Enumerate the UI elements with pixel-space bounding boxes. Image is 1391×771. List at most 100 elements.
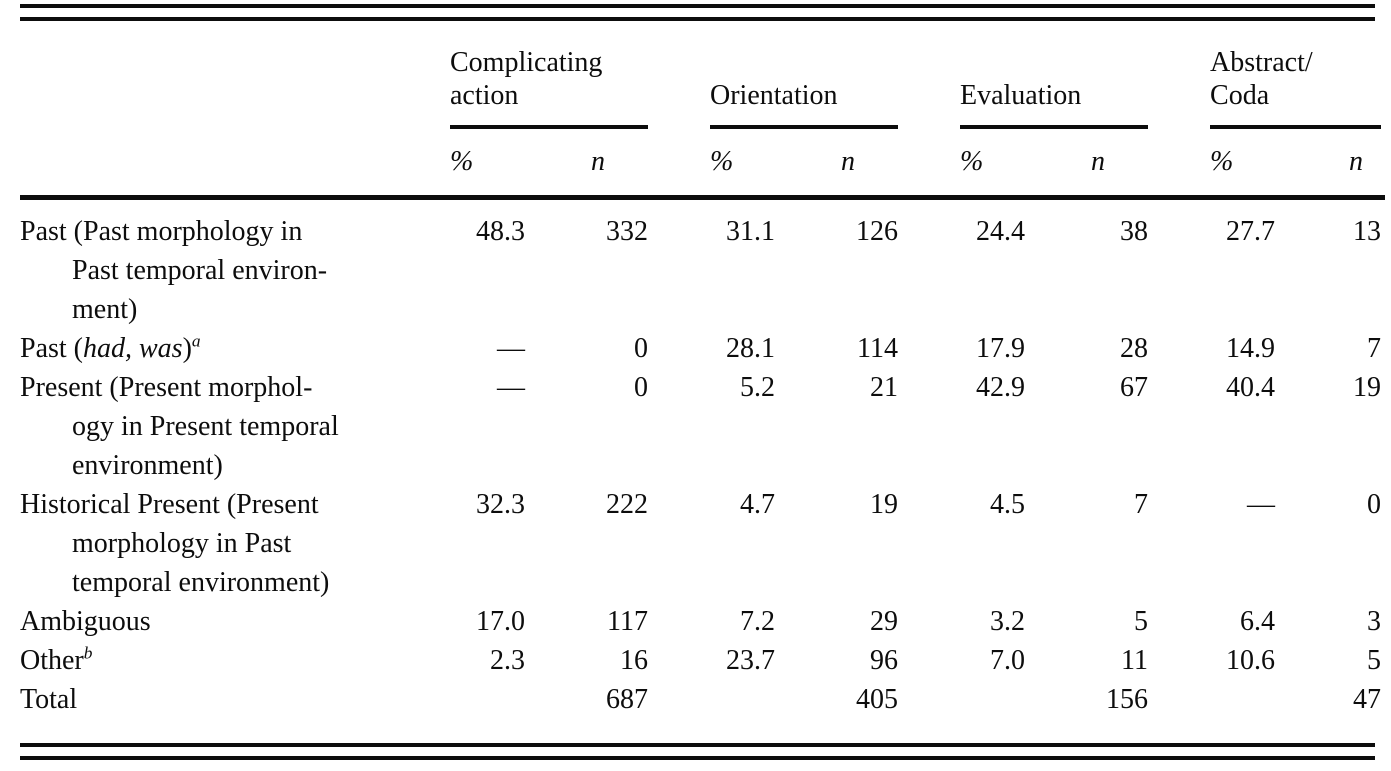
n-value-cell: 28 — [1120, 333, 1149, 364]
table-row: Past (had, was)a — 0 28.1 114 17.9 28 14.9 7 — [20, 329, 1385, 368]
column-group-complicating-action: Complicating action — [450, 21, 710, 129]
row-label-text: Historical Present (Present morphology i… — [20, 489, 330, 598]
n-value-cell: 38 — [1120, 216, 1149, 247]
tense-distribution-table: Complicating action Orientation Evaluati… — [20, 21, 1386, 720]
table-top-rule — [20, 4, 1375, 21]
n-value-cell: 19 — [870, 489, 898, 520]
n-column-header: n — [1275, 129, 1386, 200]
percent-value-cell: 40.4 — [1226, 372, 1276, 403]
table-body: Past (Past morphology in Past temporal e… — [20, 198, 1385, 720]
percent-value-cell: — — [497, 372, 525, 403]
row-label: Past (had, was)a — [20, 329, 450, 368]
percent-column-header: % — [1210, 129, 1276, 200]
percent-value-cell: 23.7 — [726, 645, 775, 676]
table-row: Total 687 405 156 47 — [20, 680, 1385, 719]
column-group-underline — [710, 125, 898, 129]
column-group-underline — [960, 125, 1149, 129]
subheader-corner-cell — [20, 129, 450, 200]
column-group-label: Abstract/ Coda — [1210, 47, 1313, 111]
n-value-cell: 19 — [1353, 372, 1382, 403]
percent-value-cell — [450, 680, 525, 719]
percent-value-cell: 10.6 — [1226, 645, 1276, 676]
n-value-cell: 5 — [1134, 606, 1149, 637]
n-value-cell: 114 — [857, 333, 898, 364]
n-column-header: n — [525, 129, 710, 200]
percent-value-cell: 7.0 — [990, 645, 1025, 676]
column-group-label: Orientation — [710, 80, 838, 111]
footnote-marker: b — [83, 643, 93, 663]
n-column-header: n — [1025, 129, 1211, 200]
row-label-text: ) — [182, 333, 192, 364]
percent-value-cell: 32.3 — [476, 489, 525, 520]
row-label: Ambiguous — [20, 602, 450, 641]
percent-value-cell: 27.7 — [1226, 216, 1276, 247]
row-label-text: Ambiguous — [20, 606, 151, 637]
percent-value-cell: 42.9 — [976, 372, 1025, 403]
row-label: Present (Present morphol- ogy in Present… — [20, 368, 450, 485]
n-column-header: n — [775, 129, 960, 200]
column-group-abstract-coda: Abstract/ Coda — [1210, 21, 1385, 129]
percent-value-cell: 7.2 — [740, 606, 775, 637]
row-label: Historical Present (Present morphology i… — [20, 485, 450, 602]
row-label-text: Total — [20, 684, 78, 715]
subheader-row: % n % n % n % n — [20, 129, 1386, 200]
row-label: Total — [20, 680, 450, 719]
row-label-text: Other — [20, 645, 84, 676]
n-value-cell: 0 — [1367, 489, 1382, 520]
table-row: Ambiguous 17.0 117 7.2 29 3.2 5 6.4 3 — [20, 602, 1385, 641]
percent-column-header: % — [710, 129, 775, 200]
percent-value-cell: 28.1 — [726, 333, 775, 364]
row-label-text: Present (Present morphol- ogy in Present… — [20, 372, 339, 481]
percent-value-cell: 4.7 — [740, 489, 775, 520]
column-group-evaluation: Evaluation — [960, 21, 1210, 129]
n-value-cell: 117 — [607, 606, 648, 637]
percent-value-cell: 31.1 — [726, 216, 775, 247]
percent-value-cell: 48.3 — [476, 216, 525, 247]
header-corner-cell — [20, 21, 450, 129]
table-bottom-rule — [20, 743, 1375, 760]
percent-value-cell — [960, 680, 1025, 719]
percent-value-cell: 3.2 — [990, 606, 1025, 637]
row-label: Past (Past morphology in Past temporal e… — [20, 198, 450, 330]
percent-value-cell: 17.9 — [976, 333, 1025, 364]
n-value-cell: 67 — [1120, 372, 1149, 403]
n-value-cell: 13 — [1353, 216, 1382, 247]
row-label-text: Past ( — [20, 333, 83, 364]
n-value-cell: 156 — [1106, 684, 1149, 715]
footnote-marker: a — [191, 331, 201, 351]
percent-value-cell — [710, 680, 775, 719]
percent-value-cell: — — [497, 333, 525, 364]
percent-column-header: % — [450, 129, 525, 200]
percent-value-cell — [1210, 680, 1275, 719]
n-value-cell: 96 — [870, 645, 898, 676]
table-row: Otherb 2.3 16 23.7 96 7.0 11 10.6 5 — [20, 641, 1385, 680]
percent-value-cell: 24.4 — [976, 216, 1025, 247]
n-value-cell: 3 — [1367, 606, 1382, 637]
row-label-text: Past (Past morphology in Past temporal e… — [20, 216, 328, 325]
row-label: Otherb — [20, 641, 450, 680]
n-value-cell: 47 — [1353, 684, 1382, 715]
n-value-cell: 7 — [1367, 333, 1382, 364]
percent-value-cell: 6.4 — [1240, 606, 1276, 637]
n-value-cell: 0 — [634, 333, 648, 364]
percent-value-cell: 14.9 — [1226, 333, 1276, 364]
n-value-cell: 5 — [1367, 645, 1382, 676]
table-row: Past (Past morphology in Past temporal e… — [20, 198, 1385, 330]
n-value-cell: 11 — [1121, 645, 1149, 676]
column-group-label: Evaluation — [960, 80, 1082, 111]
n-value-cell: 332 — [606, 216, 648, 247]
column-group-orientation: Orientation — [710, 21, 960, 129]
percent-value-cell: 5.2 — [740, 372, 775, 403]
n-value-cell: 222 — [606, 489, 648, 520]
percent-column-header: % — [960, 129, 1025, 200]
column-group-underline — [450, 125, 648, 129]
percent-value-cell: — — [1247, 489, 1276, 520]
n-value-cell: 687 — [606, 684, 648, 715]
n-value-cell: 21 — [870, 372, 898, 403]
table-row: Present (Present morphol- ogy in Present… — [20, 368, 1385, 485]
percent-value-cell: 4.5 — [990, 489, 1025, 520]
percent-value-cell: 2.3 — [490, 645, 525, 676]
n-value-cell: 0 — [634, 372, 648, 403]
percent-value-cell: 17.0 — [476, 606, 525, 637]
